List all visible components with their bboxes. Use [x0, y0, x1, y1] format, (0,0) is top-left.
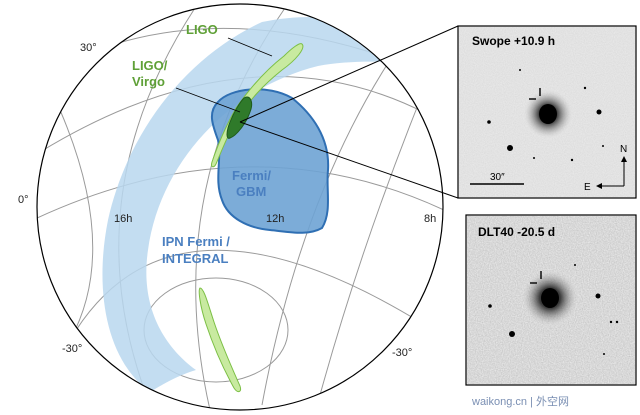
star: [595, 293, 601, 299]
region-labels: LIGO LIGO/ Virgo Fermi/ GBM IPN Fermi / …: [132, 22, 271, 266]
star: [609, 320, 613, 324]
fermi-gbm-label-line1: Fermi/: [232, 168, 271, 183]
swope-galaxy-core: [539, 104, 557, 124]
star: [507, 145, 513, 151]
dec-minus30-left-label: -30°: [62, 343, 82, 355]
star: [509, 331, 515, 337]
star: [583, 86, 587, 90]
swope-image-panel: Swope +10.9 h 30″ N E: [457, 25, 637, 199]
east-label: E: [584, 182, 591, 193]
ligo-leader-line: [227, 37, 273, 57]
zoom-line-bottom: [239, 121, 459, 199]
star: [533, 157, 535, 159]
ligo-virgo-label-line2: Virgo: [132, 74, 165, 89]
ligo-virgo-label-line1: LIGO/: [132, 58, 168, 73]
dlt40-panel-title: DLT40 -20.5 d: [478, 225, 555, 239]
dec-minus30-right-label: -30°: [392, 347, 412, 359]
swope-stars: [487, 69, 604, 162]
star: [615, 320, 619, 324]
north-label: N: [620, 144, 627, 155]
ra-16h-label: 16h: [114, 213, 132, 225]
ipn-label-line2: INTEGRAL: [162, 251, 229, 266]
ra-8h-label: 8h: [424, 213, 436, 225]
globe-outline: [36, 3, 444, 411]
grid-lat-minus30: [69, 249, 421, 341]
star: [488, 304, 492, 308]
sky-globe: [36, 3, 444, 411]
zoom-connector: [239, 25, 459, 199]
ipn-annulus-band: [102, 17, 443, 392]
compass-arrows: [596, 156, 627, 189]
dlt40-galaxy-core: [541, 288, 559, 308]
ligo-virgo-region: [226, 96, 253, 139]
dec-plus30-label: 30°: [80, 42, 97, 54]
star: [602, 145, 604, 147]
dlt40-transient-marker: [530, 271, 542, 284]
dec-0-label: 0°: [18, 194, 29, 206]
dlt40-stars: [488, 264, 619, 355]
star: [596, 109, 602, 115]
ligo-localization-arc: [211, 43, 304, 168]
swope-transient-marker: [529, 88, 541, 100]
ligo-label: LIGO: [186, 22, 218, 37]
star: [487, 120, 491, 124]
grid-lon-0h: [59, 109, 94, 341]
scale-bar-label: 30″: [490, 172, 505, 183]
swope-panel-title: Swope +10.9 h: [472, 34, 555, 48]
star: [570, 158, 574, 162]
star: [519, 69, 521, 71]
coordinate-labels: 30° 0° -30° -30° 16h 12h 8h: [18, 42, 436, 359]
watermark: waikong.cn | 外空网: [471, 394, 569, 408]
ligo-virgo-leader-line: [175, 87, 241, 113]
fermi-gbm-label-line2: GBM: [236, 184, 266, 199]
ipn-label-line1: IPN Fermi /: [162, 234, 230, 249]
dlt40-image-panel: DLT40 -20.5 d: [465, 214, 637, 386]
ligo-localization-arc-south: [198, 287, 241, 393]
star: [603, 353, 605, 355]
star: [574, 264, 576, 266]
label-leaders: [175, 37, 273, 113]
ra-12h-label: 12h: [266, 213, 284, 225]
grid-lon-8h: [319, 99, 421, 396]
zoom-line-top: [239, 25, 459, 123]
